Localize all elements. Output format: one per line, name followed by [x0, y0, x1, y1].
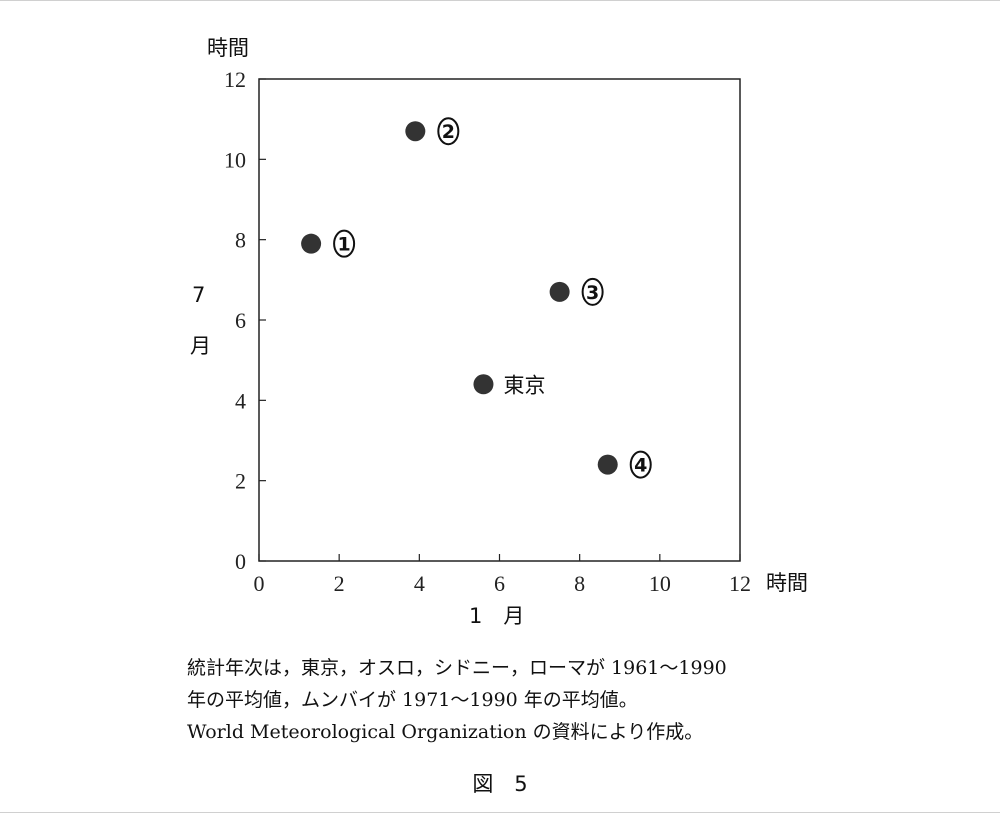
y-tick-label: 2 — [235, 469, 246, 494]
point-label: 1 — [337, 234, 350, 256]
x-tick-label: 2 — [334, 571, 345, 596]
bottom-rule — [0, 812, 1000, 813]
point-number-circle — [333, 229, 356, 258]
note-line: World Meteorological Organization の資料により… — [187, 721, 704, 743]
top-rule — [0, 0, 1000, 1]
data-point — [549, 281, 570, 302]
x-tick-label: 10 — [649, 571, 671, 596]
y-tick-label: 6 — [235, 308, 246, 333]
figure-caption: 図 5 — [472, 772, 528, 796]
plot-frame — [258, 78, 741, 562]
x-tick-label: 4 — [414, 571, 425, 596]
y-tick-label: 8 — [235, 228, 246, 253]
data-point — [301, 233, 322, 254]
x-axis-label: 1 月 — [469, 604, 524, 628]
data-point — [405, 121, 426, 142]
x-tick-label: 6 — [494, 571, 505, 596]
y-tick-label: 10 — [224, 147, 246, 172]
y-tick-label: 4 — [235, 388, 246, 413]
point-number-circle — [581, 277, 604, 306]
note-line: 統計年次は，東京，オスロ，シドニー，ローマが 1961～1990 — [187, 657, 727, 679]
source-notes: 統計年次は，東京，オスロ，シドニー，ローマが 1961～1990 年の平均値，ム… — [187, 652, 887, 748]
y-tick-label: 0 — [235, 549, 246, 574]
point-label: 3 — [586, 282, 599, 304]
x-tick-label: 12 — [729, 571, 751, 596]
y-tick-label: 12 — [224, 67, 246, 92]
data-point — [473, 374, 494, 395]
x-axis-unit: 時間 — [766, 571, 808, 595]
y-axis-label-digit: 7 — [192, 283, 205, 307]
y-axis-unit: 時間 — [207, 36, 249, 60]
point-label: 2 — [442, 121, 455, 143]
point-number-circle — [437, 117, 460, 146]
y-axis-label-kanji: 月 — [190, 334, 211, 358]
x-tick-label: 0 — [254, 571, 265, 596]
point-label: 東京 — [503, 373, 545, 397]
data-point — [597, 454, 618, 475]
point-number-circle — [629, 450, 652, 479]
note-line: 年の平均値，ムンバイが 1971～1990 年の平均値。 — [187, 689, 638, 711]
x-tick-label: 8 — [574, 571, 585, 596]
point-label: 4 — [634, 455, 647, 477]
